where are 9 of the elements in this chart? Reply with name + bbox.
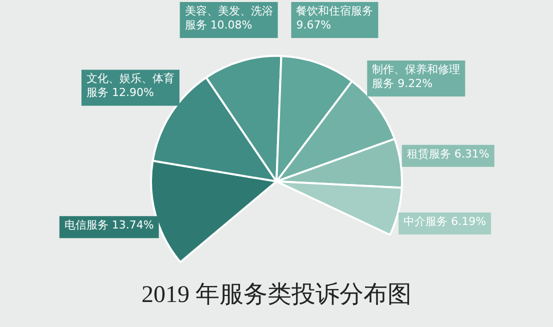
slice-label: 电信服务 13.74% [64,218,154,232]
text: 2019 年服务类投诉分布图 [140,281,412,310]
data-label: 9.67% [296,18,332,32]
slice-label: 美容、美发、洗浴服务 10.08% [184,4,273,32]
slice-label: 文化、娱乐、体育服务 12.90% [86,72,174,100]
slice-label: 餐饮和住宿服务 [296,4,374,18]
slice-label: 租赁服务 6.31% [406,147,490,160]
slice-label: 中介服务 6.19% [404,214,486,228]
slice-label: 制作、保养和修理服务 9.22% [372,62,460,90]
